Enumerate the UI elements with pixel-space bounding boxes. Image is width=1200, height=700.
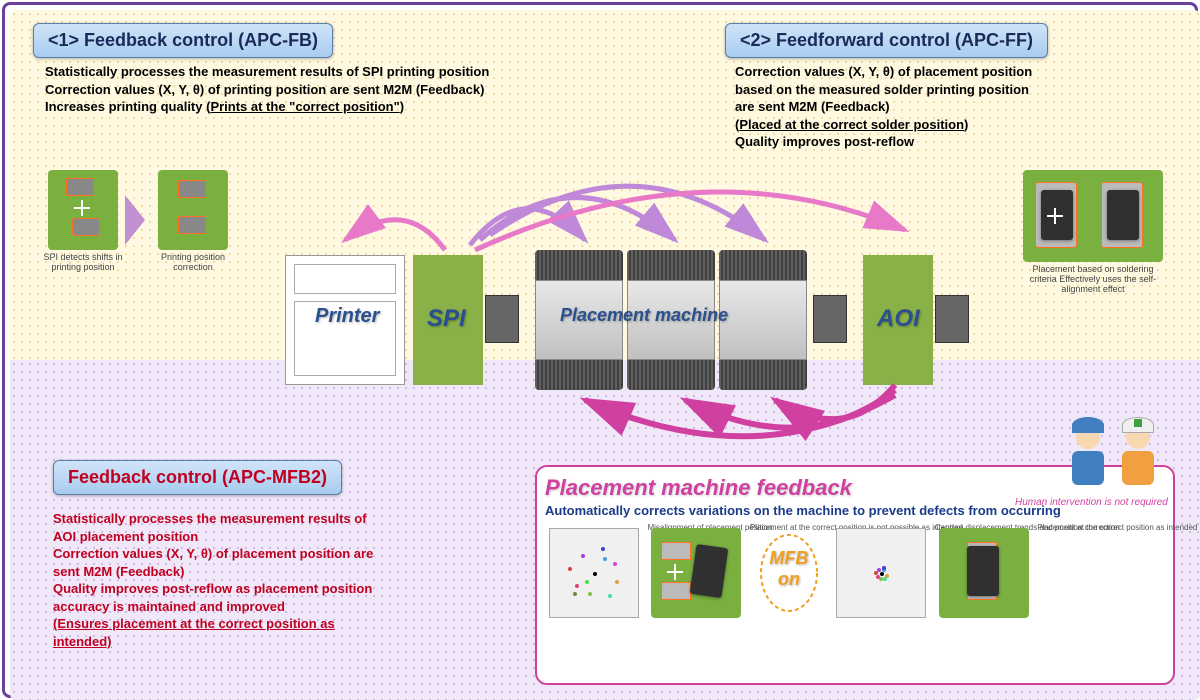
worker-blue (1065, 425, 1110, 495)
arrow-triangle-icon (125, 195, 145, 245)
main-frame: <1> Feedback control (APC-FB) Statistica… (2, 2, 1198, 698)
printer-label: Printer (315, 305, 379, 328)
section2-description: Correction values (X, Y, θ) of placement… (735, 63, 1115, 151)
placement-wrong (651, 528, 741, 618)
top-arrows (305, 155, 955, 275)
bottom-arrows (525, 375, 975, 465)
mini-panel-correction: Printing position correction (153, 170, 233, 280)
human-intervention-note: Human intervention is not required (1015, 497, 1185, 508)
section1-description: Statistically processes the measurement … (45, 63, 605, 116)
placement-label: Placement machine (560, 305, 728, 326)
spi-side (485, 295, 519, 343)
section1-title-badge: <1> Feedback control (APC-FB) (33, 23, 333, 58)
mini-panel-spi-detect: SPI detects shifts in printing position (43, 170, 123, 280)
aoi-label: AOI (877, 305, 920, 333)
mini-panel-placement: Placement based on soldering criteria Ef… (1023, 170, 1183, 295)
section3-description: Statistically processes the measurement … (53, 510, 483, 650)
section2-title-badge: <2> Feedforward control (APC-FF) (725, 23, 1048, 58)
placement-correct (939, 528, 1029, 618)
worker-white (1115, 425, 1160, 495)
mfb-on-badge: MFBon (754, 528, 824, 618)
scatter-corrected (836, 528, 926, 618)
section3-title-badge: Feedback control (APC-MFB2) (53, 460, 342, 495)
spi-label: SPI (427, 305, 466, 333)
scatter-misaligned (549, 528, 639, 618)
